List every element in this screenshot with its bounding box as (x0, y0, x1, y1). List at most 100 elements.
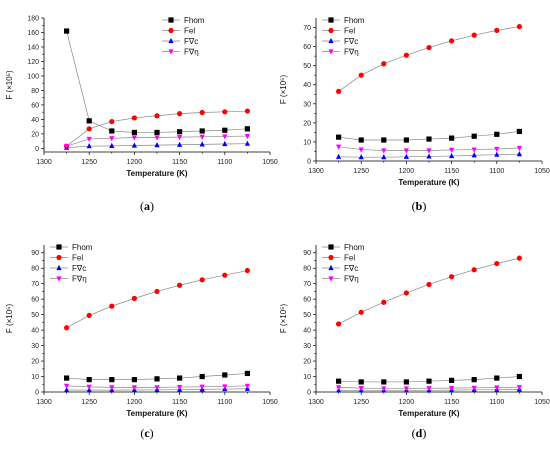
data-point-fhom (426, 378, 432, 384)
legend-label-fel: Fel (72, 254, 83, 263)
legend-marker-fgrad-eta (168, 49, 174, 55)
data-point-fgrad-eta (426, 386, 432, 392)
data-point-fgrad-eta (154, 385, 160, 391)
series-fgrad-c (336, 151, 522, 160)
y-tick-label: 180 (27, 16, 39, 23)
data-point-fgrad-eta (471, 385, 477, 391)
series-line-fel (338, 257, 520, 325)
data-point-fhom (244, 126, 250, 132)
y-tick-label: 120 (27, 59, 39, 66)
y-tick-label: 20 (31, 359, 39, 366)
data-point-fgrad-eta (516, 145, 522, 152)
data-point-fel (177, 282, 183, 288)
data-point-fgrad-eta (131, 385, 137, 391)
data-point-fel (381, 299, 387, 305)
y-tick-label: 160 (27, 30, 39, 37)
data-point-fgrad-eta (64, 144, 70, 150)
data-point-fhom (494, 375, 500, 381)
series-fel (64, 267, 250, 331)
data-point-fel (403, 290, 409, 296)
data-point-fel (516, 23, 523, 30)
data-point-fgrad-eta (222, 134, 228, 140)
legend-marker-fhom (328, 244, 334, 250)
data-point-fel (471, 32, 477, 38)
data-point-fel (471, 267, 477, 273)
data-point-fhom (109, 128, 115, 134)
x-axis-label: Temperature (K) (126, 169, 188, 178)
legend-label-fhom: Fhom (344, 16, 365, 25)
y-tick-label: 80 (31, 266, 39, 273)
series-line-fel (338, 26, 520, 92)
data-point-fgrad-eta (358, 147, 364, 153)
data-point-fgrad-eta (86, 384, 92, 390)
y-axis-label: F (×10⁵) (279, 75, 288, 105)
data-point-fhom (403, 137, 409, 143)
data-point-fgrad-c (494, 151, 500, 157)
data-point-fel (426, 281, 432, 288)
data-point-fgrad-eta (109, 136, 115, 142)
y-tick-label: 20 (303, 120, 311, 127)
data-point-fhom (516, 128, 522, 135)
data-point-fhom (64, 28, 70, 34)
data-point-fgrad-eta (199, 134, 205, 140)
data-point-fgrad-eta (516, 385, 522, 391)
data-point-fel (494, 260, 500, 267)
chart-panel-d: 1300 1250 1200 1150 1100 1050 0 10 20 30 40 50 60 70 8… (279, 243, 550, 440)
data-point-fhom (381, 379, 387, 385)
data-point-fhom (177, 375, 183, 381)
y-tick-label: 140 (27, 44, 39, 51)
x-tick-label: 1150 (444, 399, 459, 406)
data-point-fhom (358, 137, 364, 143)
data-point-fgrad-c (358, 154, 364, 160)
chart-panel-a: 1300 1250 1200 1150 1100 1050 0 20 40 60 80 100 120 1… (5, 16, 278, 214)
data-point-fhom (86, 118, 92, 124)
y-tick-label: 20 (31, 131, 39, 138)
data-point-fhom (131, 377, 137, 383)
legend-label-fel: Fel (344, 254, 355, 263)
data-point-fel (494, 27, 500, 33)
y-tick-label: 40 (31, 117, 39, 124)
x-tick-label: 1200 (127, 399, 143, 406)
legend-label-fgrad-c: F∇c (184, 37, 198, 46)
data-point-fhom (449, 135, 455, 141)
y-tick-label: 10 (303, 139, 311, 146)
chart-panel-c: 1300 1250 1200 1150 1100 1050 0 10 20 30 40 50 60 70 8… (5, 243, 278, 440)
data-point-fhom (336, 378, 342, 384)
data-point-fel (86, 126, 92, 132)
data-point-fgrad-c (131, 142, 137, 148)
legend-marker-fgrad-c (56, 264, 62, 271)
data-point-fgrad-eta (177, 135, 183, 141)
x-tick-label: 1250 (353, 168, 369, 175)
data-point-fel (64, 325, 70, 331)
data-point-fel (222, 272, 228, 278)
panel-label: (a) (140, 199, 154, 213)
legend-marker-fel (168, 27, 174, 34)
x-tick-label: 1200 (399, 168, 415, 175)
x-axis-label: Temperature (K) (398, 178, 460, 187)
data-point-fgrad-c (154, 142, 160, 148)
x-tick-label: 1300 (36, 399, 52, 406)
data-point-fhom (222, 372, 228, 378)
y-tick-label: 90 (303, 250, 311, 257)
legend-marker-fel (328, 254, 334, 261)
data-point-fel (86, 312, 92, 319)
data-point-fhom (426, 136, 432, 142)
x-tick-label: 1250 (353, 399, 369, 406)
data-point-fgrad-c (244, 140, 250, 146)
data-point-fgrad-eta (403, 386, 409, 392)
series-fel (336, 23, 523, 95)
data-point-fgrad-eta (131, 135, 137, 141)
y-tick-label: 10 (31, 374, 39, 381)
x-tick-label: 1100 (489, 168, 504, 175)
legend-marker-fgrad-c (328, 264, 334, 271)
x-tick-label: 1200 (399, 399, 415, 406)
legend-marker-fhom (328, 17, 334, 23)
legend-label-fgrad-eta: F∇η (344, 275, 359, 284)
legend-label-fhom: Fhom (72, 243, 93, 252)
data-point-fel (199, 109, 205, 116)
data-point-fgrad-c (177, 141, 183, 147)
data-point-fel (154, 288, 160, 295)
series-fgrad-eta (336, 144, 522, 154)
data-point-fgrad-eta (449, 386, 455, 392)
